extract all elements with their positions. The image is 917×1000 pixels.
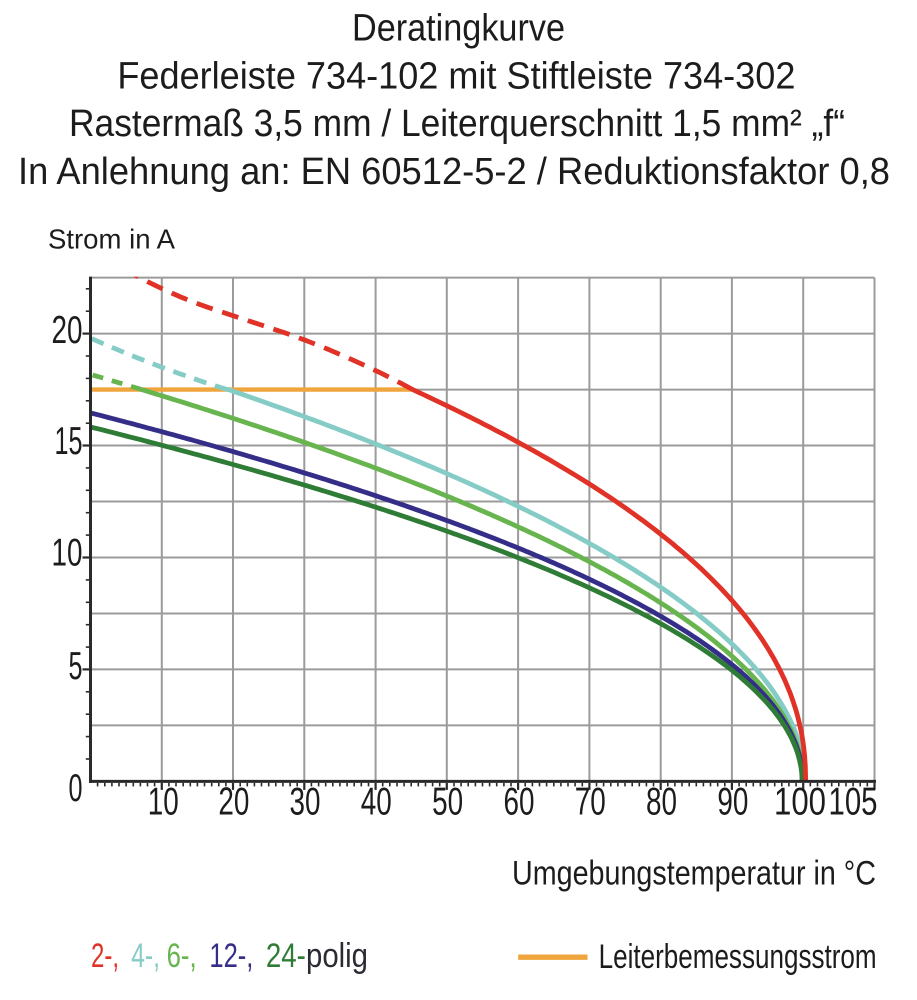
svg-text:2-,: 2-, bbox=[91, 937, 119, 975]
svg-text:Federleiste 734-102 mit Stiftl: Federleiste 734-102 mit Stiftleiste 734-… bbox=[117, 56, 795, 98]
svg-text:0: 0 bbox=[69, 767, 83, 810]
svg-text:100: 100 bbox=[774, 781, 826, 824]
svg-text:In Anlehnung an: EN 60512-5-2: In Anlehnung an: EN 60512-5-2 / Reduktio… bbox=[18, 151, 890, 193]
svg-text:50: 50 bbox=[432, 781, 463, 824]
svg-text:5: 5 bbox=[69, 645, 83, 688]
svg-text:Leiterbemessungsstrom: Leiterbemessungsstrom bbox=[599, 938, 877, 976]
svg-text:polig: polig bbox=[306, 937, 368, 975]
svg-text:10: 10 bbox=[52, 532, 83, 575]
svg-text:10: 10 bbox=[148, 781, 179, 824]
svg-text:24-: 24- bbox=[266, 937, 306, 975]
svg-text:6-,: 6-, bbox=[167, 937, 197, 975]
svg-text:90: 90 bbox=[717, 781, 748, 824]
svg-text:Strom in A: Strom in A bbox=[48, 224, 176, 255]
svg-text:40: 40 bbox=[361, 781, 392, 824]
svg-text:4-,: 4-, bbox=[131, 937, 160, 975]
svg-text:Umgebungstemperatur in °C: Umgebungstemperatur in °C bbox=[512, 855, 876, 893]
svg-text:15: 15 bbox=[55, 420, 83, 463]
svg-text:60: 60 bbox=[504, 781, 535, 824]
svg-text:Deratingkurve: Deratingkurve bbox=[352, 8, 565, 50]
svg-text:80: 80 bbox=[646, 781, 677, 824]
svg-text:12-,: 12-, bbox=[209, 937, 253, 975]
svg-text:20: 20 bbox=[52, 309, 83, 352]
svg-text:Rastermaß 3,5 mm / Leiterquers: Rastermaß 3,5 mm / Leiterquerschnitt 1,5… bbox=[69, 103, 845, 145]
svg-text:30: 30 bbox=[290, 781, 321, 824]
svg-text:20: 20 bbox=[218, 781, 249, 824]
svg-text:70: 70 bbox=[575, 781, 606, 824]
svg-text:105: 105 bbox=[829, 781, 878, 824]
